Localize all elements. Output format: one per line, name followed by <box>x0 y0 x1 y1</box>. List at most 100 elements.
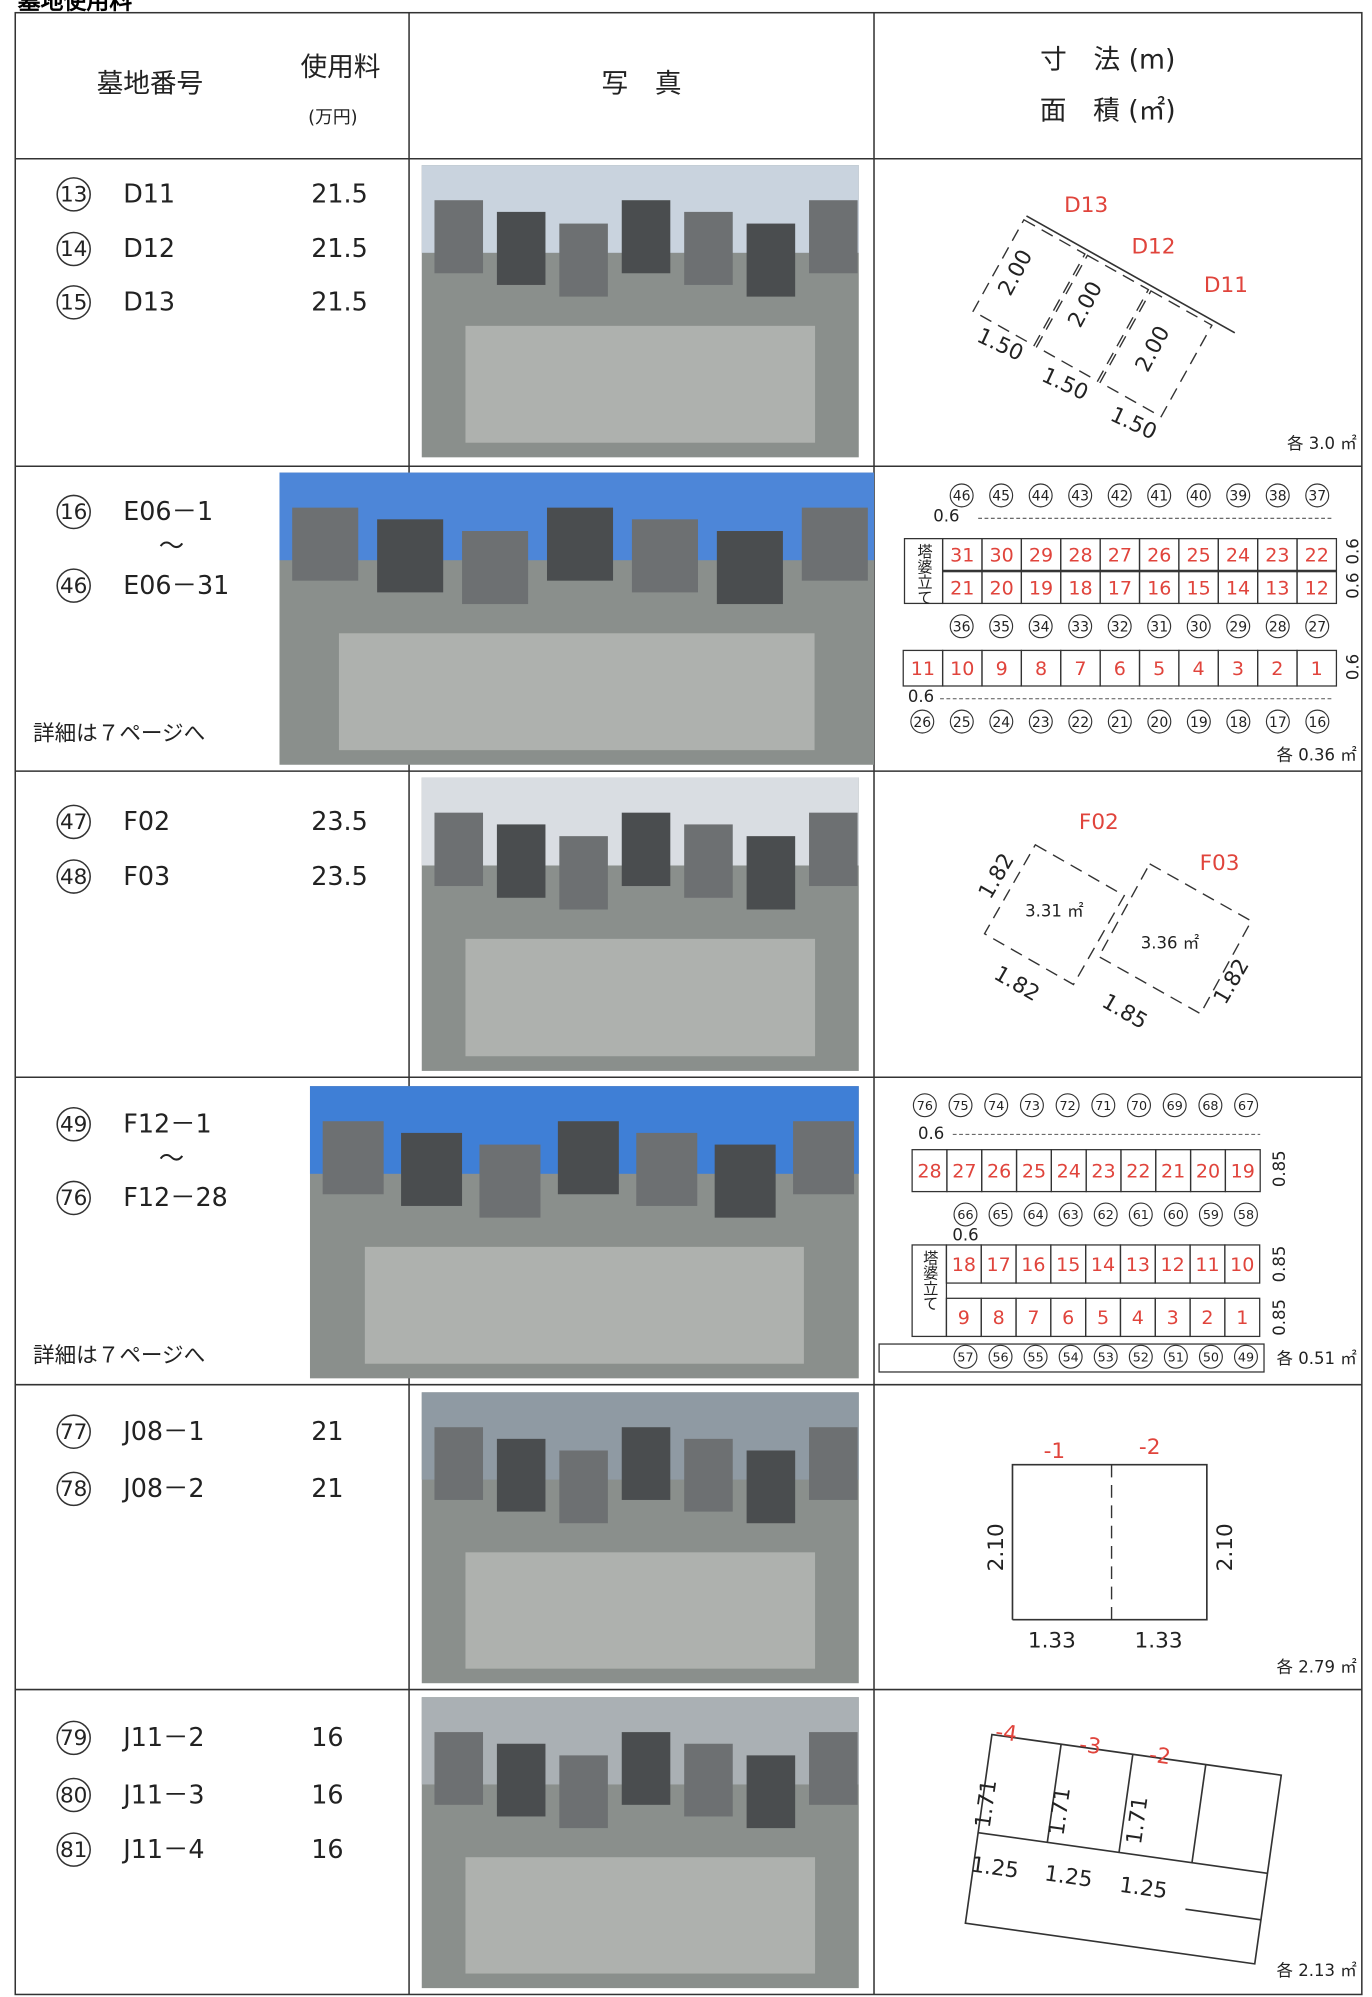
circled-number: 54 <box>1063 1350 1079 1365</box>
photo-stone <box>496 211 546 285</box>
number-circle <box>1107 614 1132 639</box>
page-title: 墓地使用料 <box>17 0 132 15</box>
dimension-label: 2.10 <box>984 1523 1009 1571</box>
grid-cell <box>1224 1149 1261 1193</box>
grid-cell <box>1224 1297 1261 1338</box>
cell-number: 7 <box>1027 1307 1039 1329</box>
photo-stone <box>557 1121 619 1195</box>
number-circle <box>1163 1344 1188 1369</box>
number-circle <box>1068 483 1093 508</box>
photo-plot <box>465 325 816 443</box>
photo <box>421 777 859 1071</box>
number-circle <box>56 1720 91 1756</box>
cell-number: 14 <box>1091 1254 1115 1276</box>
photo-stone <box>292 507 359 581</box>
circled-number: 63 <box>1063 1207 1079 1222</box>
plot-label: D12 <box>1131 235 1175 260</box>
circled-number: 18 <box>1229 715 1247 731</box>
grid-cell <box>1296 649 1338 687</box>
plot-fee: 23.5 <box>311 861 368 891</box>
photo-stone <box>559 1450 608 1524</box>
photo-stone <box>746 836 796 910</box>
dimension-label: 0.6 <box>918 1124 944 1143</box>
photo-stone <box>636 1132 698 1206</box>
photo-stone <box>322 1121 384 1195</box>
photo <box>421 1697 859 1989</box>
dimension-label: 3.31 ㎡ <box>1025 902 1084 921</box>
number-circle <box>1147 709 1172 734</box>
plot-code: J11－3 <box>121 1779 204 1809</box>
circled-number: 40 <box>1190 489 1208 505</box>
photo-stone <box>631 519 698 593</box>
dimension-label: 0.6 <box>933 507 959 526</box>
number-circle <box>949 614 974 639</box>
photo-stone <box>746 1755 796 1829</box>
circled-number: 20 <box>1150 715 1168 731</box>
number-circle <box>1023 1202 1048 1227</box>
photo <box>421 1392 859 1684</box>
cell-number: 25 <box>1186 544 1210 566</box>
circled-number: 21 <box>1111 715 1129 731</box>
grid-cell <box>1296 537 1338 572</box>
number-circle <box>1128 1344 1153 1369</box>
circled-number: 28 <box>1269 620 1287 636</box>
circled-number: 43 <box>1071 489 1089 505</box>
number-circle <box>1198 1202 1223 1227</box>
cell-number: 2 <box>1271 658 1283 680</box>
dimension-label: 0.85 <box>1270 1246 1289 1283</box>
number-circle <box>910 709 935 734</box>
cell-number: 8 <box>1035 658 1047 680</box>
number-circle <box>1198 1344 1223 1369</box>
number-circle <box>1162 1093 1187 1118</box>
circled-number: 14 <box>60 237 87 262</box>
dimension-label: 2.10 <box>1213 1523 1238 1571</box>
area-label: 各 2.13 ㎡ <box>1277 1961 1358 1980</box>
cell-number: 2 <box>1201 1307 1213 1329</box>
cell-number: 3 <box>1232 658 1244 680</box>
number-circle <box>1091 1093 1116 1118</box>
plot-code: E06－31 <box>123 570 229 600</box>
detail-note: 詳細は７ページへ <box>33 721 205 746</box>
number-circle <box>1028 483 1053 508</box>
plot-label: -1 <box>1044 1439 1066 1464</box>
plot-fee: 16 <box>311 1834 343 1864</box>
cell-number: 9 <box>958 1307 970 1329</box>
number-circle <box>1058 1344 1083 1369</box>
circled-number: 42 <box>1111 489 1129 505</box>
side-label: 塔婆立て <box>921 1250 939 1311</box>
photo-stone <box>434 1732 484 1805</box>
number-circle <box>1233 1344 1258 1369</box>
circled-number: 44 <box>1032 489 1050 505</box>
circled-number: 72 <box>1060 1098 1076 1113</box>
tower-area <box>903 537 944 605</box>
circled-number: 74 <box>988 1098 1004 1113</box>
photo-stone <box>401 1132 463 1206</box>
circled-number: 46 <box>60 574 87 599</box>
photo-stone <box>684 211 733 285</box>
number-circle <box>989 614 1014 639</box>
circled-number: 47 <box>60 810 87 835</box>
cell-number: 22 <box>1305 544 1329 566</box>
photo-stone <box>434 1427 484 1500</box>
grid-outline <box>878 1343 1265 1373</box>
circled-number: 61 <box>1133 1207 1149 1222</box>
photo-stone <box>809 812 858 887</box>
circled-number: 16 <box>1308 715 1326 731</box>
circled-number: 49 <box>60 1113 87 1138</box>
plot-group <box>964 1733 1283 1965</box>
cell-number: 17 <box>987 1254 1011 1276</box>
number-circle <box>1186 483 1211 508</box>
range-mark: ～ <box>159 531 184 561</box>
cell-number: 11 <box>1195 1254 1219 1276</box>
cell-number: 21 <box>1161 1160 1185 1182</box>
plot-fee: 21.5 <box>311 179 368 209</box>
number-circle <box>984 1093 1009 1118</box>
dimension-label: 0.85 <box>1270 1299 1289 1336</box>
number-circle <box>1234 1093 1259 1118</box>
photo <box>309 1086 859 1379</box>
number-circle <box>56 1414 91 1449</box>
cell-number: 19 <box>1231 1160 1255 1182</box>
circled-number: 26 <box>913 715 931 731</box>
photo-stone <box>479 1144 541 1218</box>
